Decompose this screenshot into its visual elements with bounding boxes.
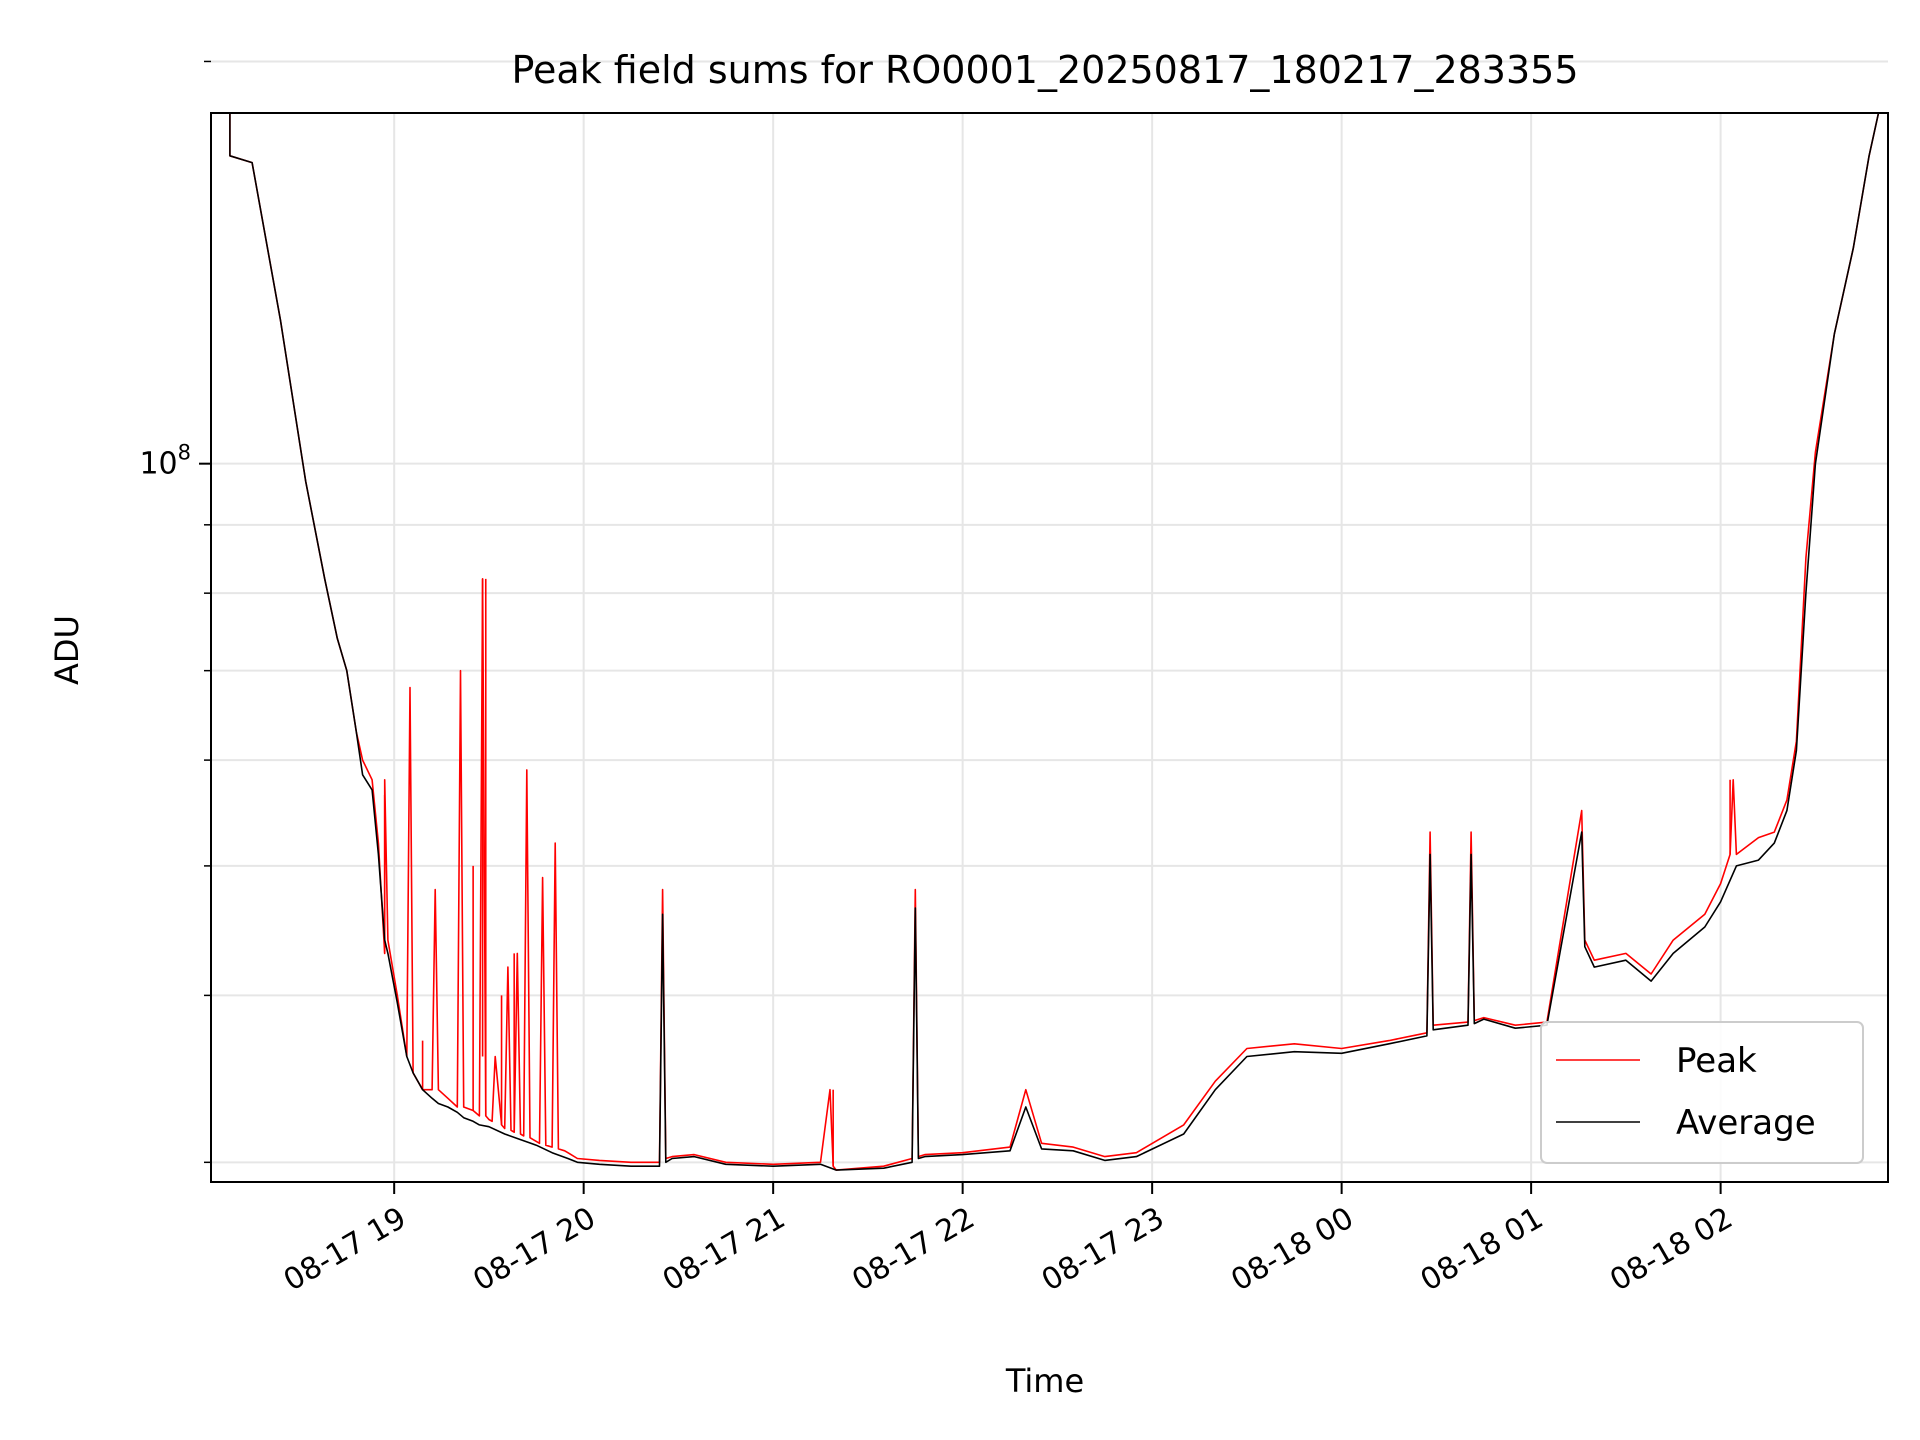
y-tick-label-base: 10 [139, 447, 177, 482]
grid [211, 60, 1888, 1182]
plot-frame [210, 112, 1889, 1183]
y-tick-label: 108 [139, 441, 191, 482]
legend: Peak Average [1540, 1021, 1864, 1164]
series-line-average [229, 113, 1880, 1171]
y-axis-ticks: 108 [139, 60, 211, 1164]
chart-title: Peak field sums for RO0001_20250817_1802… [511, 48, 1578, 92]
y-tick-label-exponent: 8 [178, 441, 191, 465]
series-layer [229, 113, 1880, 1171]
legend-box [1540, 1021, 1864, 1164]
y-axis-label: ADU [48, 615, 86, 685]
x-axis-label: Time [1005, 1362, 1084, 1400]
legend-label-peak: Peak [1676, 1041, 1757, 1081]
legend-label-average: Average [1676, 1103, 1816, 1143]
